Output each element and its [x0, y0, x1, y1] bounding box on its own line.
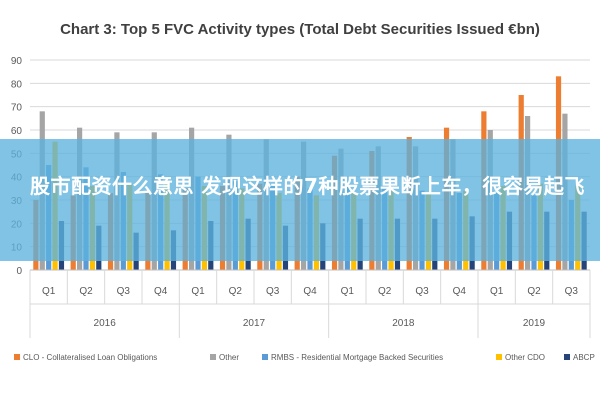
legend-label: RMBS - Residential Mortgage Backed Secur…	[271, 353, 443, 362]
x-tick-label: Q2	[378, 286, 392, 297]
x-tick-label: Q3	[415, 286, 429, 297]
x-tick-label: Q4	[303, 286, 317, 297]
x-tick-label: Q1	[341, 286, 355, 297]
legend-label: CLO - Collateralised Loan Obligations	[23, 353, 157, 362]
legend-swatch	[496, 354, 502, 360]
year-label: 2016	[94, 318, 117, 329]
x-tick-label: Q2	[79, 286, 93, 297]
y-tick-label: 70	[11, 103, 23, 114]
year-label: 2017	[243, 318, 266, 329]
y-tick-label: 0	[16, 266, 22, 277]
overlay-banner	[0, 139, 600, 261]
legend-label: ABCP	[573, 353, 595, 362]
x-tick-label: Q3	[266, 286, 280, 297]
x-tick-label: Q3	[117, 286, 131, 297]
legend-swatch	[564, 354, 570, 360]
x-tick-label: Q1	[42, 286, 56, 297]
legend-label: Other CDO	[505, 353, 545, 362]
y-tick-label: 60	[11, 126, 23, 137]
x-tick-label: Q2	[527, 286, 541, 297]
overlay-text: 股市配资什么意思 发现这样的7种股票果断上车，很容易起飞	[30, 174, 585, 198]
legend: CLO - Collateralised Loan Obligations Oth…	[14, 353, 595, 362]
year-label: 2018	[392, 318, 415, 329]
legend-label: Other	[219, 353, 239, 362]
x-tick-label: Q1	[490, 286, 504, 297]
y-tick-label: 80	[11, 79, 23, 90]
x-axis: Q1 Q2 Q3 Q4 Q1 Q2 Q3 Q4 Q1 Q2 Q3 Q4 Q1 Q2 Q3 2016 2017 20…	[29, 269, 591, 338]
x-tick-label: Q4	[453, 286, 467, 297]
x-tick-label: Q4	[154, 286, 168, 297]
legend-swatch	[14, 354, 20, 360]
x-tick-label: Q1	[191, 286, 205, 297]
x-tick-label: Q3	[565, 286, 579, 297]
legend-swatch	[262, 354, 268, 360]
year-label: 2019	[523, 318, 546, 329]
legend-swatch	[210, 354, 216, 360]
y-tick-label: 90	[11, 56, 23, 67]
x-tick-label: Q2	[229, 286, 243, 297]
chart-title: Chart 3: Top 5 FVC Activity types (Total…	[60, 21, 540, 38]
